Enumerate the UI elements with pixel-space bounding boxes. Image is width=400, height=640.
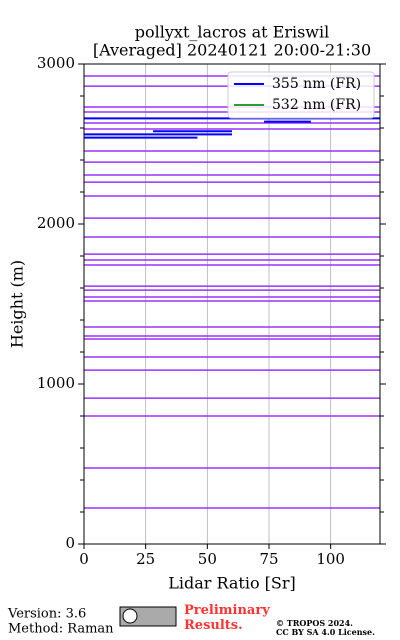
y-tick-label: 1000: [37, 374, 75, 392]
status-text: Preliminary Results.: [184, 603, 270, 633]
series-line: [84, 117, 380, 139]
cc-icon: [122, 608, 138, 624]
status: Preliminary Results.: [184, 603, 270, 633]
x-tick-label: 25: [136, 550, 155, 568]
y-tick-label: 0: [65, 534, 75, 552]
legend-box: [227, 71, 375, 119]
copyright: © TROPOS 2024.: [276, 618, 353, 628]
license: CC BY SA 4.0 License.: [276, 627, 375, 637]
x-tick-label: 100: [316, 550, 345, 568]
y-axis-label: Height (m): [8, 260, 27, 348]
x-tick-label: 0: [79, 550, 89, 568]
x-tick-label: 50: [198, 550, 217, 568]
x-axis-label: Lidar Ratio [Sr]: [168, 574, 296, 593]
plot-frame: [83, 63, 381, 545]
y-tick-label: 2000: [37, 214, 75, 232]
chart-title: pollyxt_lacros at Eriswil: [135, 23, 329, 42]
version: Version: 3.6: [7, 607, 86, 622]
y-tick-label: 3000: [37, 54, 75, 72]
legend-label: 532 nm (FR): [272, 97, 361, 113]
method: Method: Raman: [8, 622, 114, 637]
legend-label: 355 nm (FR): [272, 76, 361, 92]
x-tick-label: 75: [259, 550, 278, 568]
chart-subtitle: [Averaged] 20240121 20:00-21:30: [93, 41, 371, 60]
